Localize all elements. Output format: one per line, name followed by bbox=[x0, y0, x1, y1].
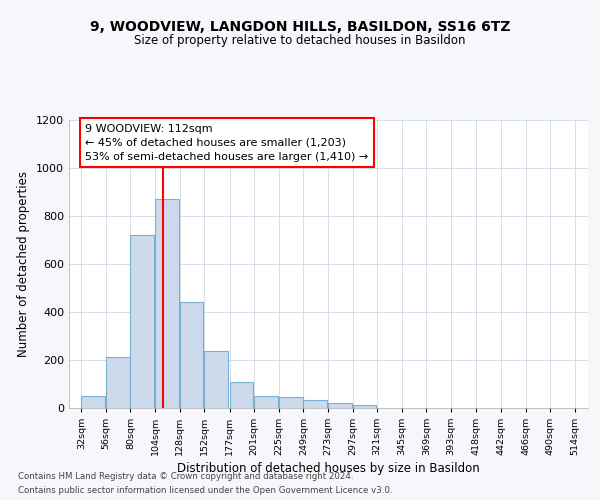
Text: Size of property relative to detached houses in Basildon: Size of property relative to detached ho… bbox=[134, 34, 466, 47]
Bar bbox=[179, 302, 203, 408]
Bar bbox=[106, 357, 130, 408]
Bar bbox=[328, 403, 352, 407]
Text: 9, WOODVIEW, LANGDON HILLS, BASILDON, SS16 6TZ: 9, WOODVIEW, LANGDON HILLS, BASILDON, SS… bbox=[90, 20, 510, 34]
Y-axis label: Number of detached properties: Number of detached properties bbox=[17, 171, 31, 357]
Text: 9 WOODVIEW: 112sqm
← 45% of detached houses are smaller (1,203)
53% of semi-deta: 9 WOODVIEW: 112sqm ← 45% of detached hou… bbox=[85, 124, 368, 162]
Bar bbox=[353, 405, 376, 407]
X-axis label: Distribution of detached houses by size in Basildon: Distribution of detached houses by size … bbox=[177, 462, 480, 475]
Bar bbox=[130, 235, 154, 408]
Bar bbox=[155, 199, 179, 408]
Bar bbox=[204, 351, 228, 408]
Text: Contains public sector information licensed under the Open Government Licence v3: Contains public sector information licen… bbox=[18, 486, 392, 495]
Bar bbox=[304, 400, 327, 407]
Bar bbox=[81, 396, 105, 407]
Bar bbox=[279, 396, 302, 407]
Bar bbox=[254, 396, 278, 407]
Text: Contains HM Land Registry data © Crown copyright and database right 2024.: Contains HM Land Registry data © Crown c… bbox=[18, 472, 353, 481]
Bar bbox=[230, 382, 253, 407]
